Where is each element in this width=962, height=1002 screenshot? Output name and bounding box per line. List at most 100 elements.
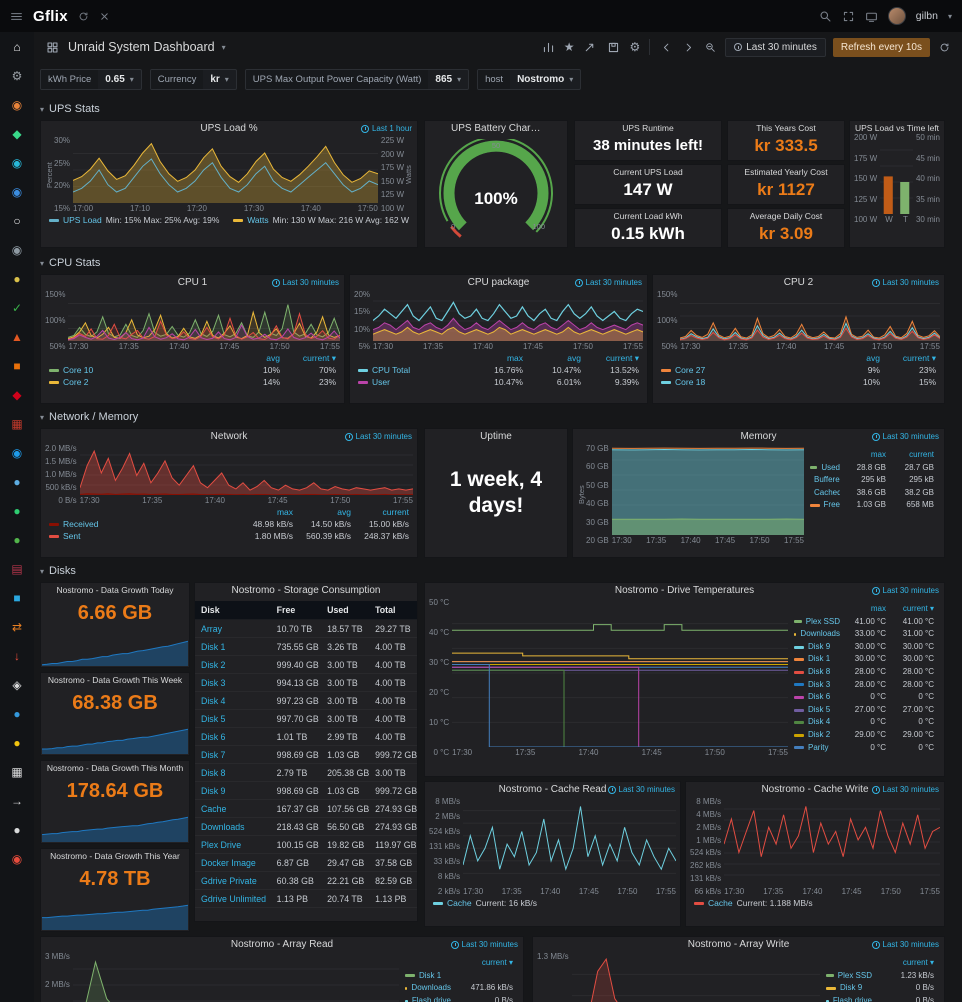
zoom-out-icon[interactable] [703, 40, 718, 55]
cpu1-chart[interactable] [68, 291, 340, 341]
series-name[interactable]: Downloads [411, 983, 451, 993]
disk-name-link[interactable]: Gdrive Private [195, 872, 271, 890]
sidebar-app-icon[interactable]: ◉ [11, 242, 23, 257]
cache-write-chart[interactable] [724, 798, 940, 886]
sidebar-app-icon[interactable]: ⚙ [11, 68, 23, 83]
series-name[interactable]: Disk 5 [808, 704, 831, 714]
sync-icon[interactable] [78, 11, 89, 22]
series-name[interactable]: Plex SSD [837, 970, 872, 980]
refresh-interval-button[interactable]: Refresh every 10s [832, 37, 930, 57]
user-avatar[interactable] [887, 7, 906, 25]
series-name[interactable]: Buffered [814, 475, 840, 485]
disk-name-link[interactable]: Disk 5 [195, 710, 271, 728]
disk-name-link[interactable]: Gdrive Unlimited [195, 890, 271, 908]
panel-title[interactable]: Nostromo - Storage Consumption [231, 585, 381, 596]
star-icon[interactable]: ★ [563, 40, 575, 54]
ups-load-chart[interactable] [73, 137, 378, 203]
panel-title[interactable]: Nostromo - Data Growth This Week [47, 675, 183, 685]
sidebar-app-icon[interactable]: ◈ [12, 677, 22, 692]
dashboard-picker-icon[interactable] [44, 39, 61, 56]
ups-bars-chart[interactable] [880, 134, 913, 214]
username[interactable]: gilbn [915, 10, 938, 22]
series-name[interactable]: Received [63, 519, 99, 529]
sidebar-app-icon[interactable]: ● [13, 706, 21, 721]
sidebar-app-icon[interactable]: ○ [13, 213, 21, 228]
sidebar-app-icon[interactable]: ▦ [11, 416, 23, 431]
series-name[interactable]: UPS Load [63, 215, 102, 225]
panel-title[interactable]: Nostromo - Data Growth This Year [50, 851, 180, 861]
series-name[interactable]: Flash drive [832, 995, 872, 1002]
sidebar-app-icon[interactable]: ⇄ [11, 619, 23, 634]
memory-chart[interactable] [611, 445, 804, 535]
sidebar-app-icon[interactable]: ● [13, 271, 21, 286]
sidebar-app-icon[interactable]: ● [13, 735, 21, 750]
row-header-cpu-stats[interactable]: ▾ CPU Stats [40, 257, 101, 269]
add-panel-icon[interactable] [540, 39, 557, 56]
menu-icon[interactable] [10, 10, 23, 23]
series-name[interactable]: Parity [808, 742, 829, 752]
panel-title[interactable]: Average Daily Cost [749, 211, 823, 221]
time-back-icon[interactable] [659, 40, 674, 55]
fullscreen-icon[interactable] [842, 10, 855, 23]
disk-name-link[interactable]: Plex Drive [195, 836, 271, 854]
variable-dropdown[interactable]: host Nostromo ▾ [477, 68, 582, 90]
time-range-button[interactable]: Last 30 minutes [725, 37, 826, 57]
series-name[interactable]: Disk 1 [419, 970, 442, 980]
disk-name-link[interactable]: Downloads [195, 818, 271, 836]
disk-name-link[interactable]: Disk 3 [195, 674, 271, 692]
search-icon[interactable] [819, 10, 832, 23]
sidebar-app-icon[interactable]: ◉ [11, 97, 23, 112]
sidebar-app-icon[interactable]: ■ [13, 590, 21, 605]
dashboard-caret-icon[interactable]: ▾ [221, 42, 226, 52]
array-read-chart[interactable] [72, 953, 399, 1002]
sidebar-app-icon[interactable]: ◉ [11, 184, 23, 199]
sparkline-chart[interactable] [42, 640, 188, 666]
series-name[interactable]: Watts [247, 215, 269, 225]
sidebar-app-icon[interactable]: ⌂ [13, 39, 21, 54]
disk-name-link[interactable]: Disk 4 [195, 692, 271, 710]
variable-dropdown[interactable]: Currency kr ▾ [149, 68, 237, 90]
series-name[interactable]: CPU Total [372, 365, 411, 375]
series-name[interactable]: Free [823, 500, 840, 510]
save-icon[interactable] [605, 39, 622, 56]
series-name[interactable]: Sent [63, 531, 81, 541]
series-name[interactable]: Disk 2 [808, 729, 831, 739]
series-name[interactable]: Disk 9 [808, 641, 831, 651]
column-header[interactable]: Disk [195, 601, 271, 620]
disk-name-link[interactable]: Docker Image [195, 854, 271, 872]
panel-title[interactable]: UPS Runtime [622, 123, 674, 133]
column-header[interactable]: Used [321, 601, 370, 620]
sidebar-app-icon[interactable]: ◆ [12, 126, 22, 141]
panel-title[interactable]: Uptime [480, 431, 512, 442]
panel-title[interactable]: Nostromo - Data Growth Today [56, 585, 174, 595]
series-name[interactable]: Core 18 [675, 377, 706, 387]
row-header-network-memory[interactable]: ▾ Network / Memory [40, 411, 139, 423]
panel-title[interactable]: Nostromo - Data Growth This Month [46, 763, 184, 773]
dashboard-title[interactable]: Unraid System Dashboard [68, 40, 215, 54]
panel-title[interactable]: This Years Cost [756, 123, 816, 133]
sidebar-app-icon[interactable]: ◉ [11, 155, 23, 170]
series-name[interactable]: Core 10 [63, 365, 94, 375]
settings-icon[interactable]: ⚙ [629, 40, 641, 54]
cpu2-chart[interactable] [680, 291, 940, 341]
disk-name-link[interactable]: Disk 1 [195, 638, 271, 656]
panel-title[interactable]: Estimated Yearly Cost [744, 167, 828, 177]
series-name[interactable]: Disk 4 [808, 717, 831, 727]
user-caret-icon[interactable]: ▾ [947, 11, 952, 21]
panel-title[interactable]: UPS Battery Charge [451, 123, 542, 134]
disk-name-link[interactable]: Disk 7 [195, 746, 271, 764]
series-name[interactable]: Disk 8 [808, 666, 831, 676]
row-header-ups-stats[interactable]: ▾ UPS Stats [40, 103, 100, 115]
close-icon[interactable] [99, 11, 110, 22]
series-name[interactable]: Flash drive [411, 995, 451, 1002]
series-name[interactable]: Disk 6 [808, 692, 831, 702]
sidebar-app-icon[interactable]: ● [13, 822, 21, 837]
disk-name-link[interactable]: Disk 2 [195, 656, 271, 674]
series-name[interactable]: Core 2 [63, 377, 89, 387]
network-chart[interactable] [79, 445, 413, 495]
array-write-chart[interactable] [571, 953, 820, 1002]
cpu-package-chart[interactable] [373, 291, 643, 341]
share-icon[interactable] [581, 39, 598, 56]
column-header[interactable]: Free [270, 601, 322, 620]
series-name[interactable]: Cached [814, 487, 840, 497]
